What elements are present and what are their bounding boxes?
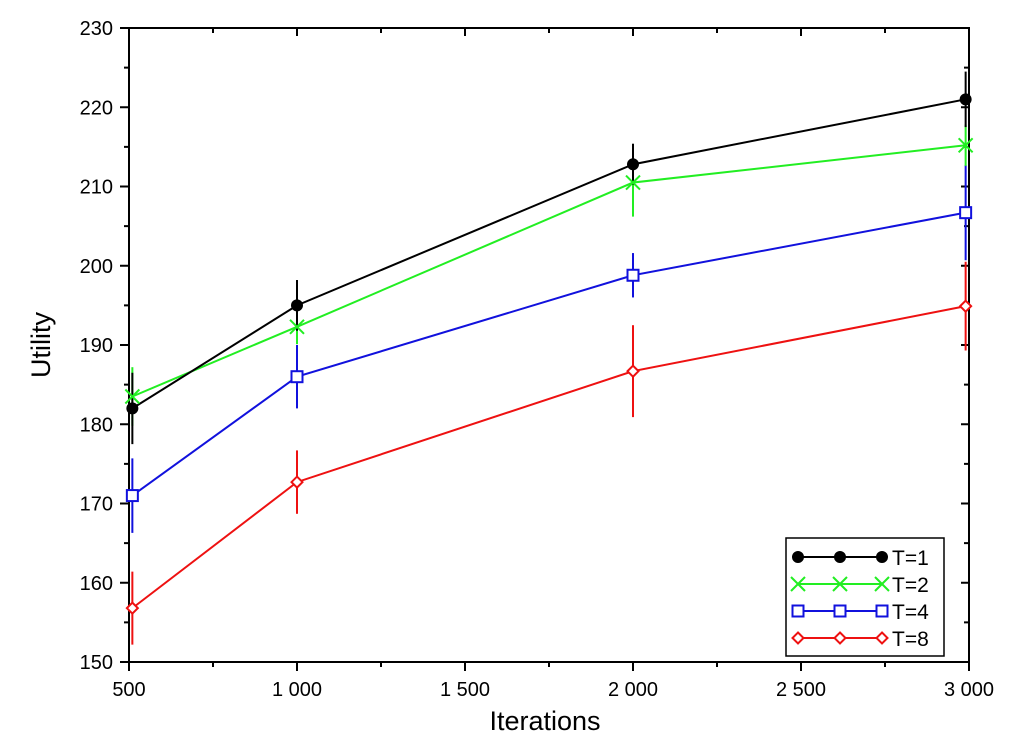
- legend-marker: [833, 604, 847, 618]
- legend-marker: [791, 631, 805, 645]
- legend-label: T=8: [892, 628, 929, 651]
- legend-marker: [792, 551, 804, 563]
- legend-marker: [791, 604, 805, 618]
- data-markers: [124, 93, 974, 616]
- data-point-t1: [627, 158, 639, 171]
- data-point-t8: [125, 601, 140, 616]
- series-line-t4: [131, 211, 966, 497]
- x-ticks: 500 1 000 1 500 2 000 2 500 3 000: [112, 28, 994, 701]
- marker-stroke: [874, 576, 890, 592]
- y-tick-label: 190: [80, 335, 113, 357]
- data-point-t8: [626, 364, 640, 379]
- legend-marker: [876, 551, 888, 563]
- marker-stroke: [832, 576, 848, 592]
- data-point-t4: [626, 268, 640, 282]
- y-axis-title: Utility: [26, 312, 56, 378]
- x-tick-label: 1 500: [440, 679, 490, 701]
- legend-marker: [874, 576, 890, 592]
- x-tick-label: 2 000: [608, 679, 658, 701]
- legend-marker: [875, 631, 889, 645]
- data-point-t1: [291, 299, 303, 312]
- y-tick-label: 170: [80, 494, 113, 516]
- y-tick-label: 150: [80, 652, 113, 674]
- data-point-t4: [290, 370, 304, 384]
- data-point-t8: [958, 299, 973, 314]
- legend-label: T=2: [892, 574, 929, 597]
- x-tick-label: 3 000: [944, 679, 994, 701]
- series-line-t2: [131, 144, 966, 398]
- marker-stroke: [957, 137, 974, 153]
- legend-entry-t4: T=4: [791, 601, 929, 624]
- y-tick-label: 210: [80, 177, 113, 199]
- series-lines: [131, 98, 966, 609]
- series-line-t1: [131, 98, 966, 410]
- data-point-t4: [125, 489, 139, 503]
- marker-stroke: [625, 174, 641, 191]
- legend-entry-t1: T=1: [792, 547, 929, 570]
- x-axis-title: Iterations: [489, 706, 600, 736]
- legend: T=1 T=2 T=4 T=8: [785, 537, 945, 657]
- data-point-t1: [959, 93, 972, 106]
- x-tick-label: 500: [112, 679, 145, 701]
- legend-entry-t8: T=8: [791, 628, 929, 651]
- data-point-t1: [126, 402, 139, 415]
- y-tick-label: 230: [80, 18, 113, 40]
- x-tick-label: 2 500: [776, 679, 826, 701]
- series-line-t8: [131, 305, 966, 609]
- legend-marker: [790, 576, 806, 592]
- legend-marker: [833, 631, 847, 645]
- legend-marker: [875, 604, 889, 618]
- legend-entry-t2: T=2: [790, 574, 929, 597]
- data-point-t2: [625, 174, 641, 191]
- data-point-t4: [959, 206, 973, 220]
- legend-label: T=1: [892, 547, 929, 570]
- marker-stroke: [790, 576, 806, 592]
- marker-stroke: [124, 388, 141, 405]
- data-point-t2: [289, 319, 305, 335]
- legend-marker: [834, 551, 846, 563]
- y-tick-label: 220: [80, 97, 113, 119]
- marker-stroke: [289, 319, 305, 335]
- y-tick-label: 200: [80, 256, 113, 278]
- data-point-t8: [290, 475, 304, 490]
- data-point-t2: [124, 388, 141, 405]
- y-tick-label: 180: [80, 414, 113, 436]
- data-point-t2: [957, 137, 974, 153]
- legend-marker: [832, 576, 848, 592]
- x-tick-label: 1 000: [272, 679, 322, 701]
- y-tick-label: 160: [80, 573, 113, 595]
- legend-label: T=4: [892, 601, 929, 624]
